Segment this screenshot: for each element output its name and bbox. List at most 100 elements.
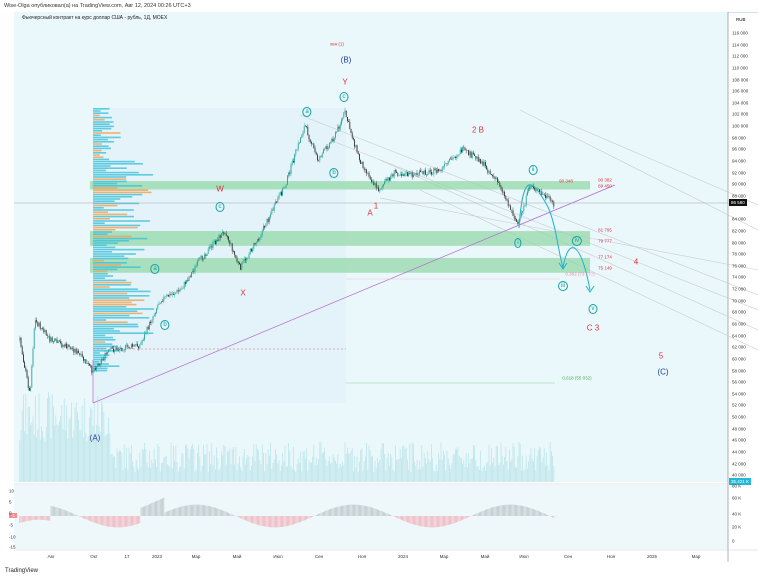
volume-bar xyxy=(181,453,183,482)
volume-profile-bar xyxy=(93,174,154,176)
candle xyxy=(401,174,402,176)
volume-bar xyxy=(545,465,546,482)
channel-line xyxy=(519,109,758,231)
candle xyxy=(177,290,179,292)
candle xyxy=(206,253,208,256)
volume-bar xyxy=(221,451,222,482)
candle xyxy=(251,248,252,252)
volume-bar xyxy=(344,442,346,482)
candle xyxy=(323,149,324,154)
volume-bar xyxy=(147,467,149,482)
volume-bar xyxy=(127,469,129,482)
volume-bar xyxy=(392,469,394,482)
candle xyxy=(417,174,419,176)
candle xyxy=(440,169,442,171)
candle xyxy=(535,189,537,191)
volume-bar xyxy=(338,467,340,482)
volume-bar xyxy=(407,459,408,482)
candle xyxy=(489,171,491,174)
volume-bar xyxy=(517,456,519,482)
volume-profile-bar xyxy=(93,314,130,317)
volume-bar xyxy=(36,437,38,482)
volume-bar xyxy=(473,444,474,482)
price-tick: 52 000 xyxy=(732,402,746,408)
candle xyxy=(119,348,120,351)
candle xyxy=(487,169,489,173)
volume-bar xyxy=(227,450,228,482)
volume-bar xyxy=(223,445,225,482)
volume-bar xyxy=(533,461,534,482)
volume-bar xyxy=(87,436,89,482)
candle xyxy=(360,159,362,165)
volume-bar xyxy=(149,450,150,482)
volume-profile-bar xyxy=(93,136,121,139)
volume-profile-bar xyxy=(93,125,114,128)
volume-bar xyxy=(464,467,466,482)
volume-profile-bar xyxy=(93,209,134,211)
volume-bar xyxy=(50,438,52,482)
volume-bar xyxy=(143,450,144,482)
volume-bar xyxy=(320,442,322,482)
volume-bar xyxy=(434,471,436,482)
candle xyxy=(171,294,173,295)
volume-bar xyxy=(273,459,275,482)
candle xyxy=(260,235,262,238)
candle xyxy=(96,366,98,370)
candle xyxy=(253,243,255,249)
candle xyxy=(318,160,320,161)
wave-label: C 3 xyxy=(586,323,600,333)
volume-bar xyxy=(145,449,147,482)
candle xyxy=(217,239,219,242)
candle xyxy=(43,328,45,333)
candle xyxy=(306,126,308,127)
wave-label: a xyxy=(150,264,160,274)
candle xyxy=(425,170,426,175)
volume-bar xyxy=(453,454,455,482)
volume-bar xyxy=(415,466,417,482)
candle xyxy=(108,349,110,353)
volume-bar xyxy=(290,466,292,482)
volume-bar xyxy=(470,459,472,482)
candle xyxy=(284,186,286,189)
volume-bar xyxy=(390,454,392,482)
candle xyxy=(113,348,114,352)
wave-label: W xyxy=(216,184,224,194)
candle xyxy=(498,181,500,183)
volume-bar xyxy=(493,457,495,482)
volume-bar xyxy=(297,458,299,482)
candle xyxy=(329,142,330,148)
candle xyxy=(524,204,526,206)
time-tick: Сен xyxy=(563,554,573,559)
volume-bar xyxy=(20,430,22,482)
volume-bar xyxy=(229,448,231,482)
volume-bar xyxy=(384,453,386,482)
volume-bar xyxy=(257,448,258,482)
candle xyxy=(420,170,422,172)
price-tick: 48 000 xyxy=(732,426,746,432)
candle xyxy=(530,185,532,189)
time-tick: 2025 xyxy=(646,554,658,559)
candle xyxy=(211,246,213,248)
volume-bar xyxy=(353,471,354,482)
volume-bar xyxy=(241,470,243,482)
candle xyxy=(270,214,272,218)
volume-bar xyxy=(239,456,240,482)
candle xyxy=(315,152,317,155)
volume-bar xyxy=(507,469,509,482)
volume-bar xyxy=(296,463,298,482)
candle xyxy=(379,189,381,192)
volume-profile-bar xyxy=(93,284,131,286)
candle xyxy=(65,343,66,347)
candle xyxy=(354,139,356,147)
volume-bar xyxy=(176,462,178,482)
volume-bar xyxy=(523,470,525,482)
candle xyxy=(240,264,242,270)
candle xyxy=(267,218,269,222)
candle xyxy=(368,172,370,177)
volume-profile-bar xyxy=(93,354,110,356)
volume-bar xyxy=(440,442,442,482)
volume-bar xyxy=(299,462,300,482)
volume-bar xyxy=(215,469,216,482)
currency-button[interactable]: RUB xyxy=(733,16,749,23)
